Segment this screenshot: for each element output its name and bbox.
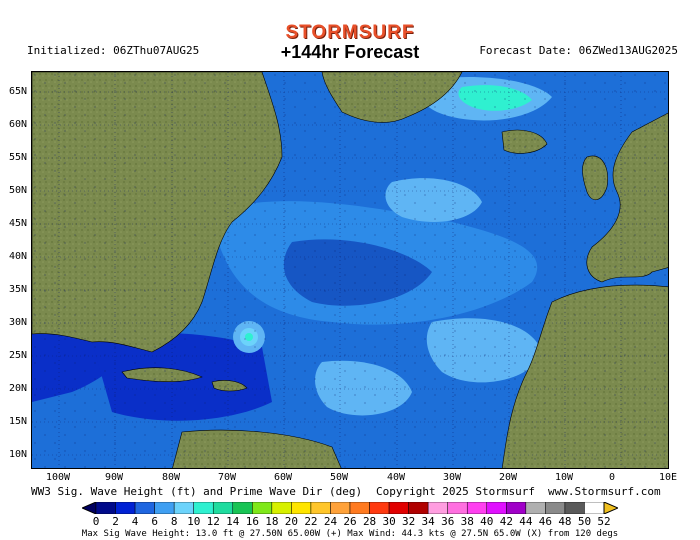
lon-label: 50W	[329, 472, 349, 483]
colorbar-label: 6	[151, 515, 158, 528]
lat-label: 20N	[9, 383, 28, 394]
colorbar-min-arrow	[82, 502, 97, 514]
colorbar-swatch	[388, 502, 409, 514]
colorbar-swatch	[232, 502, 253, 514]
lon-label: 30W	[442, 472, 462, 483]
colorbar-label: 48	[558, 515, 572, 528]
colorbar-swatch	[330, 502, 351, 514]
colorbar-label: 28	[362, 515, 377, 528]
footer-website: www.Stormsurf.com	[548, 485, 661, 498]
colorbar-label: 18	[265, 515, 279, 528]
colorbar-swatch	[173, 502, 194, 514]
colorbar-label: 2	[112, 515, 119, 528]
colorbar-label: 36	[441, 515, 455, 528]
colorbar-swatch	[271, 502, 292, 514]
colorbar-label: 52	[597, 515, 611, 528]
colorbar-swatch	[193, 502, 214, 514]
colorbar-label: 8	[170, 515, 178, 528]
footer-copyright: Copyright 2025 Stormsurf	[376, 485, 535, 498]
colorbar-swatch	[291, 502, 312, 514]
colorbar-swatch	[369, 502, 390, 514]
colorbar-swatch	[212, 502, 234, 514]
direction-dots	[32, 72, 668, 468]
colorbar-label: 24	[323, 515, 338, 528]
colorbar-label: 42	[499, 515, 513, 528]
lat-label: 35N	[9, 284, 28, 295]
wave-height-colorbar	[82, 502, 618, 514]
lat-label: 10N	[9, 449, 28, 460]
colorbar-label: 0	[92, 515, 100, 528]
colorbar-swatch	[134, 502, 155, 514]
max-stats-line: Max Sig Wave Height: 13.0 ft @ 27.50N 65…	[81, 529, 619, 539]
colorbar-label: 20	[284, 515, 299, 528]
colorbar-swatch	[154, 502, 175, 514]
colorbar-swatch	[545, 502, 566, 514]
lat-label: 40N	[9, 251, 28, 262]
lon-label: 90W	[104, 472, 124, 483]
colorbar-swatch	[447, 502, 468, 514]
lon-label: 60W	[273, 472, 293, 483]
colorbar-swatch	[525, 502, 546, 514]
lon-label: 10W	[554, 472, 574, 483]
lat-label: 45N	[9, 218, 28, 229]
colorbar-label: 14	[226, 515, 240, 528]
lat-label: 65N	[9, 86, 28, 97]
colorbar-label: 40	[480, 515, 494, 528]
colorbar-swatch	[408, 502, 429, 514]
lat-label: 30N	[9, 317, 28, 328]
colorbar-label: 30	[382, 515, 396, 528]
colorbar-label: 46	[538, 515, 553, 528]
colorbar-swatch	[310, 502, 331, 514]
lon-label: 10E	[658, 472, 678, 483]
forecast-date-label: Forecast Date: 06ZWed13AUG2025	[479, 44, 678, 57]
colorbar-swatch	[252, 502, 273, 514]
colorbar-label: 26	[343, 515, 357, 528]
lat-label: 60N	[9, 119, 28, 130]
colorbar-label: 16	[245, 515, 259, 528]
colorbar-label: 34	[421, 515, 435, 528]
lon-label: 0	[608, 472, 616, 483]
colorbar-swatch	[349, 502, 370, 514]
colorbar-label: 32	[402, 515, 416, 528]
footer-product-label: WW3 Sig. Wave Height (ft) and Prime Wave…	[31, 485, 363, 498]
lon-label: 70W	[217, 472, 237, 483]
colorbar-swatch	[427, 502, 448, 514]
colorbar-swatch	[486, 502, 507, 514]
colorbar-swatch	[95, 502, 116, 514]
map-canvas	[32, 72, 668, 468]
lat-label: 25N	[9, 350, 28, 361]
colorbar-label: 38	[460, 515, 474, 528]
lon-label: 40W	[386, 472, 406, 483]
lon-label: 80W	[161, 472, 181, 483]
colorbar-swatch	[506, 502, 527, 514]
colorbar-swatch	[466, 502, 488, 514]
colorbar-label: 12	[206, 515, 220, 528]
colorbar-swatch	[115, 502, 136, 514]
lat-label: 50N	[9, 185, 28, 196]
colorbar-label: 50	[577, 515, 592, 528]
colorbar-label: 44	[519, 515, 533, 528]
lon-label: 20W	[498, 472, 518, 483]
lat-label: 15N	[9, 416, 28, 427]
lat-label: 55N	[9, 152, 28, 163]
initialized-label: Initialized: 06ZThu07AUG25	[27, 44, 200, 57]
stormsurf-logo: STORMSURF	[285, 22, 415, 43]
colorbar-swatch	[564, 502, 585, 514]
colorbar-swatch	[584, 502, 605, 514]
colorbar-label: 22	[304, 515, 318, 528]
wave-height-map	[31, 71, 669, 469]
forecast-title: +144hr Forecast	[280, 42, 420, 62]
colorbar-label: 10	[187, 515, 201, 528]
colorbar-max-arrow	[603, 502, 618, 514]
colorbar-label: 4	[131, 515, 139, 528]
lon-label: 100W	[45, 472, 71, 483]
